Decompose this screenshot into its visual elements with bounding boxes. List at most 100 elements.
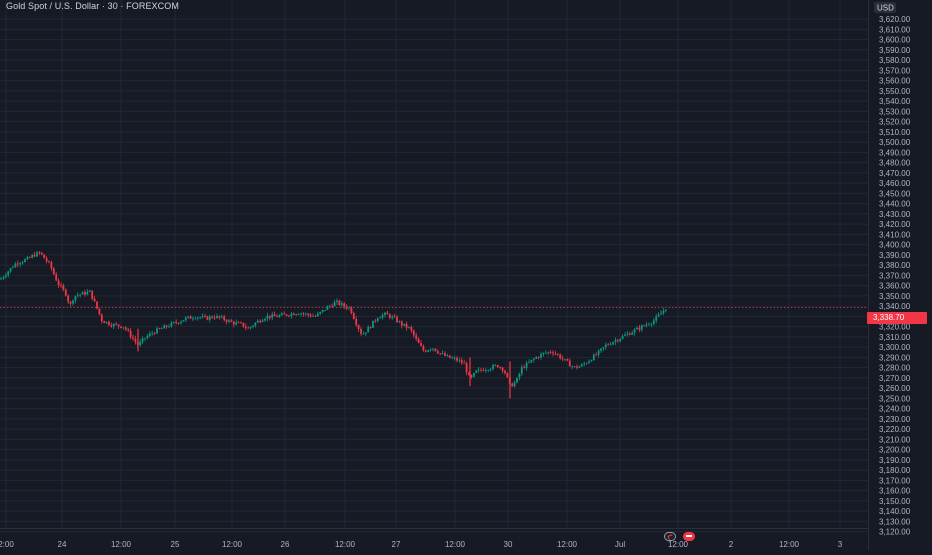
- candle: [408, 326, 410, 329]
- dividend-icon[interactable]: [683, 532, 695, 541]
- candle: [561, 355, 564, 362]
- candle-body: [141, 338, 144, 342]
- price-tick-label: 3,520.00: [879, 118, 911, 127]
- price-axis[interactable]: USD 3,120.00 3,130.003,140.003,150.003,160…: [868, 0, 932, 550]
- candle-body: [405, 323, 408, 328]
- candle-body: [640, 325, 643, 330]
- candle-body: [67, 295, 70, 302]
- time-axis[interactable]: 2:00 24 12:00 25 12:00 26 12:00 27 12:00 30 12:00 J…: [0, 528, 868, 550]
- price-tick-label: 3,210.00: [879, 435, 911, 444]
- candle: [132, 334, 134, 341]
- candle-body: [148, 333, 151, 336]
- candle-body: [81, 292, 84, 295]
- candle-body: [7, 271, 10, 276]
- candle: [165, 324, 168, 329]
- candle-body: [364, 332, 367, 334]
- price-tick-label: 3,120.00: [879, 528, 911, 537]
- candle: [612, 341, 614, 346]
- candle-body: [33, 255, 36, 257]
- candle: [616, 338, 619, 343]
- candle-body: [468, 372, 470, 376]
- candle: [134, 335, 137, 345]
- candle-body: [79, 294, 82, 296]
- candle-body: [652, 320, 655, 324]
- candle-body: [316, 313, 319, 317]
- candle-body: [129, 330, 132, 338]
- time-tick-label: 25: [171, 540, 180, 549]
- candle: [256, 319, 259, 324]
- candle: [321, 309, 324, 314]
- candle: [391, 314, 394, 321]
- candle-body: [566, 358, 569, 361]
- candle: [621, 334, 624, 340]
- candle-body: [448, 355, 451, 358]
- candle-body: [516, 377, 518, 383]
- candle-body: [417, 338, 420, 344]
- candle: [103, 320, 106, 323]
- candle: [69, 300, 72, 307]
- candle: [127, 327, 130, 333]
- candle: [415, 332, 418, 342]
- candle-body: [441, 353, 444, 355]
- candle: [585, 362, 588, 365]
- candle-body: [158, 328, 161, 330]
- candle: [175, 319, 178, 325]
- candle-body: [16, 263, 19, 265]
- candle-body: [100, 314, 103, 322]
- candle: [33, 252, 36, 258]
- candle: [86, 289, 89, 296]
- candle: [465, 361, 468, 376]
- candle: [429, 348, 432, 352]
- candle-body: [292, 313, 295, 315]
- candle-body: [326, 306, 329, 310]
- candle-body: [62, 285, 65, 290]
- candle: [122, 327, 125, 330]
- candle: [88, 289, 91, 292]
- price-tick-label: 3,410.00: [879, 230, 911, 239]
- candle: [43, 254, 46, 259]
- candle-body: [631, 332, 634, 335]
- candle-body: [271, 314, 274, 318]
- candle: [108, 320, 110, 327]
- price-tick-label: 3,610.00: [879, 25, 911, 34]
- candle-body: [628, 333, 631, 335]
- candle: [36, 250, 38, 258]
- candle: [388, 313, 391, 320]
- candle: [345, 304, 348, 311]
- time-tick-label: 12:00: [335, 540, 356, 549]
- candle: [576, 364, 578, 370]
- candle: [422, 344, 425, 352]
- candle-body: [451, 357, 454, 359]
- symbol-title[interactable]: Gold Spot / U.S. Dollar · 30 · FOREXCOM: [6, 1, 179, 11]
- candle-body: [228, 320, 230, 322]
- candle-body: [230, 320, 233, 322]
- candle: [513, 380, 516, 388]
- candle: [568, 358, 571, 367]
- candle: [655, 313, 658, 324]
- candle-body: [242, 322, 245, 327]
- candle-body: [588, 361, 590, 364]
- price-tick-label: 3,440.00: [879, 200, 911, 209]
- candle-body: [259, 320, 262, 323]
- candle: [638, 324, 641, 333]
- candle: [482, 367, 485, 372]
- event-flag-icon[interactable]: [664, 532, 676, 541]
- currency-label: USD: [877, 4, 894, 13]
- candle-body: [43, 254, 46, 259]
- candle: [242, 322, 245, 328]
- candle: [84, 289, 86, 297]
- candle-body: [436, 351, 439, 354]
- candle: [45, 256, 48, 264]
- candle: [386, 310, 389, 315]
- candle-body: [357, 324, 360, 329]
- candle-body: [410, 327, 413, 331]
- candle: [376, 317, 379, 323]
- candle: [146, 333, 149, 340]
- candle: [292, 312, 295, 316]
- candle-body: [139, 341, 142, 346]
- candle-body: [237, 322, 240, 324]
- candle-body: [103, 321, 106, 323]
- candle-body: [396, 316, 398, 323]
